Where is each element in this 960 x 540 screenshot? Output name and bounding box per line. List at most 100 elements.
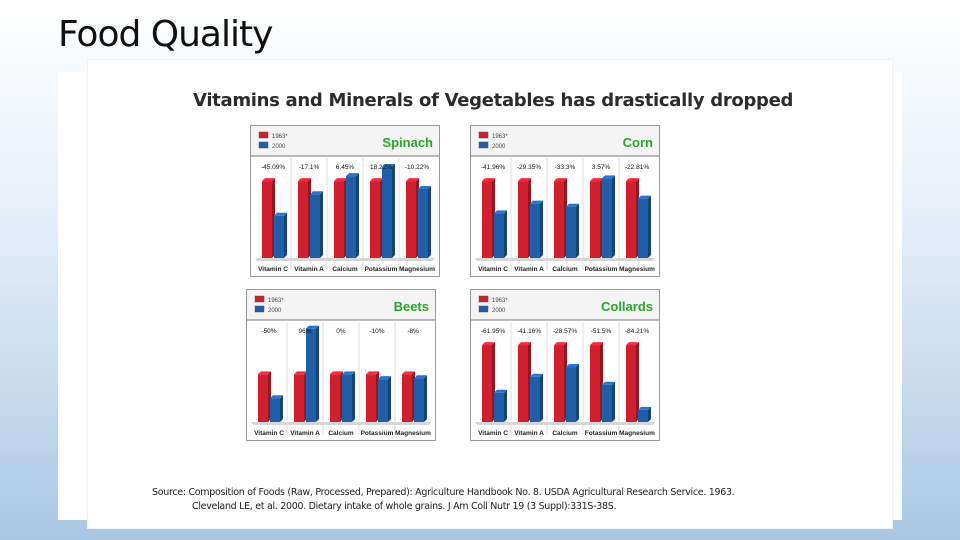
bar-top (414, 375, 427, 379)
bar-1963-potassium (590, 181, 600, 258)
legend-swatch-1963 (478, 131, 489, 139)
bar-top (258, 371, 271, 375)
bar-side (540, 200, 543, 258)
data-label-magnesium: -8% (407, 328, 419, 335)
legend-label-2000: 2000 (492, 144, 506, 150)
bar-2000-potassium (382, 167, 392, 258)
bar-side (316, 325, 319, 422)
bar-2000-magnesium (638, 409, 648, 422)
chart-header (471, 290, 659, 320)
bar-side (648, 195, 651, 258)
category-label-magnesium: Magnesium (395, 430, 431, 437)
category-label-fotassium: Fotassium (585, 430, 618, 437)
bar-top (306, 325, 319, 329)
data-label-potassium: -10% (369, 328, 384, 335)
bar-1963-vitamin-a (518, 345, 528, 422)
source-line-1: Source: Composition of Foods (Raw, Proce… (152, 487, 735, 498)
bar-2000-vitamin-a (530, 203, 540, 258)
legend-label-1963: 1963* (268, 298, 284, 304)
category-label-potassium: Potassium (585, 266, 618, 273)
chart-floor (475, 258, 655, 261)
data-label-vitamin-a: -41.16% (517, 328, 541, 335)
bar-side (612, 175, 615, 258)
chart-header (251, 126, 439, 156)
chart-floor (255, 258, 435, 261)
panel-heading: Vitamins and Minerals of Vegetables has … (193, 90, 794, 111)
bar-side (284, 212, 287, 258)
bar-side (392, 164, 395, 258)
bar-2000-vitamin-c (494, 213, 504, 258)
bar-side (424, 375, 427, 422)
beets-chart: 1963* 2000 Beets -50% Vitamin C 96% Vitamin A 0… (246, 289, 436, 441)
bar-2000-magnesium (638, 198, 648, 258)
category-label-magnesium: Magnesium (619, 266, 655, 273)
data-label-vitamin-a: 96% (298, 328, 311, 335)
bar-1963-vitamin-c (482, 345, 492, 422)
bar-side (320, 191, 323, 258)
legend-label-2000: 2000 (272, 144, 286, 150)
bar-top (366, 371, 379, 375)
category-label-calcium: Calcium (332, 266, 358, 273)
bar-side (576, 364, 579, 422)
bar-side (356, 173, 359, 258)
bar-top (638, 195, 651, 199)
bar-top (590, 178, 603, 182)
bar-top (342, 371, 355, 375)
category-label-potassium: Potassium (365, 266, 398, 273)
bar-1963-calcium (330, 374, 340, 422)
legend-swatch-2000 (258, 141, 269, 149)
bar-side (648, 406, 651, 422)
bar-side (388, 376, 391, 422)
bar-top (554, 178, 567, 182)
bar-top (270, 395, 283, 399)
bar-top (530, 373, 543, 377)
bar-2000-magnesium (418, 188, 428, 258)
category-label-vitamin-a: Vitamin A (514, 430, 544, 437)
data-label-fotassium: -51.5% (591, 328, 612, 335)
bar-1963-vitamin-c (482, 181, 492, 258)
bar-2000-vitamin-a (530, 376, 540, 422)
bar-1963-magnesium (406, 181, 416, 258)
bar-2000-vitamin-c (494, 392, 504, 422)
bar-1963-vitamin-a (518, 181, 528, 258)
bar-1963-calcium (554, 181, 564, 258)
category-label-vitamin-a: Vitamin A (514, 266, 544, 273)
bar-2000-fotassium (602, 384, 612, 422)
bar-top (406, 178, 419, 182)
collards-chart: 1963* 2000 Collards -61.95% Vitamin C -41.16%… (470, 289, 660, 441)
source-line-2: Cleveland LE, et al. 2000. Dietary intak… (192, 501, 617, 512)
category-label-calcium: Calcium (552, 430, 578, 437)
bar-side (576, 203, 579, 258)
bar-top (346, 173, 359, 177)
legend-swatch-2000 (478, 141, 489, 149)
legend-swatch-1963 (254, 295, 265, 303)
category-label-vitamin-c: Vitamin C (478, 266, 508, 273)
bar-2000-calcium (342, 374, 352, 422)
bar-top (530, 200, 543, 204)
bar-top (482, 178, 495, 182)
chart-title: Collards (601, 299, 653, 314)
bar-side (636, 342, 639, 422)
bar-1963-magnesium (626, 181, 636, 258)
bar-top (378, 376, 391, 380)
chart-svg: 1963* 2000 Collards -61.95% Vitamin C -41.16%… (471, 290, 659, 437)
spinach-chart: 1963* 2000 Spinach -45.09% Vitamin C -17.1% Vi… (250, 125, 440, 277)
legend-label-1963: 1963* (492, 134, 508, 140)
data-label-calcium: -28.57% (553, 328, 577, 335)
bar-2000-magnesium (414, 378, 424, 422)
bar-1963-calcium (334, 181, 344, 258)
chart-title: Corn (623, 135, 653, 150)
bar-top (298, 178, 311, 182)
bar-side (540, 373, 543, 422)
chart-floor (475, 422, 655, 425)
bar-top (590, 342, 603, 346)
bar-top (482, 342, 495, 346)
bar-top (370, 178, 383, 182)
bar-1963-vitamin-c (262, 181, 272, 258)
category-label-magnesium: Magnesium (619, 430, 655, 437)
legend-label-2000: 2000 (268, 308, 282, 314)
bar-top (274, 212, 287, 216)
slide-title: Food Quality (58, 14, 273, 55)
bar-top (418, 185, 431, 189)
corn-chart: 1963* 2000 Corn -41.96% Vitamin C -29.35% Vita… (470, 125, 660, 277)
